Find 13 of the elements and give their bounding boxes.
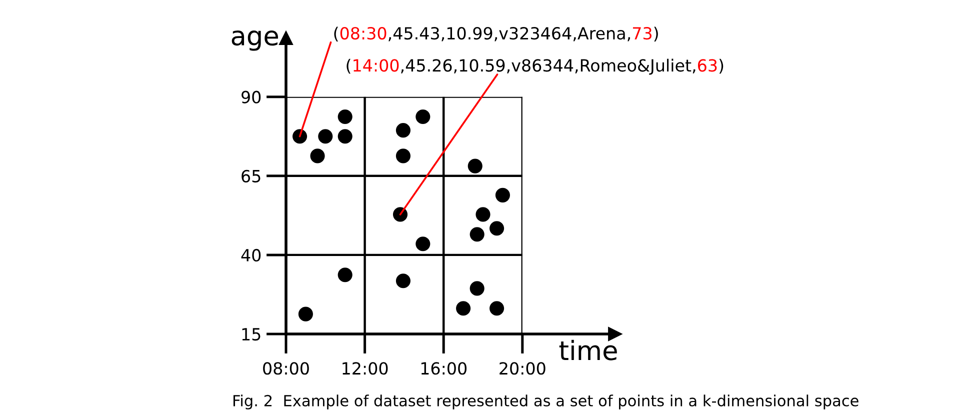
annotation: (08:30,45.43,10.99,v323464,Arena,73) (334, 26, 658, 42)
annotation: (14:00,45.26,10.59,v86344,Romeo&Juliet,63) (346, 58, 724, 75)
x-tick-label: 12:00 (342, 362, 388, 375)
x-axis-title: time (559, 340, 617, 360)
y-axis-title: age (232, 30, 278, 51)
x-tick-label: 16:00 (421, 362, 467, 375)
y-tick-label: 15 (242, 328, 260, 341)
x-tick-label: 20:00 (500, 362, 546, 375)
y-tick-label: 40 (241, 248, 261, 262)
y-tick-label: 90 (242, 90, 261, 104)
x-tick-label: 08:00 (263, 362, 309, 375)
y-tick-label: 65 (242, 170, 260, 182)
caption: Fig. 2 Example of dataset represented as a set of points in a k-dimensional space (234, 394, 858, 410)
